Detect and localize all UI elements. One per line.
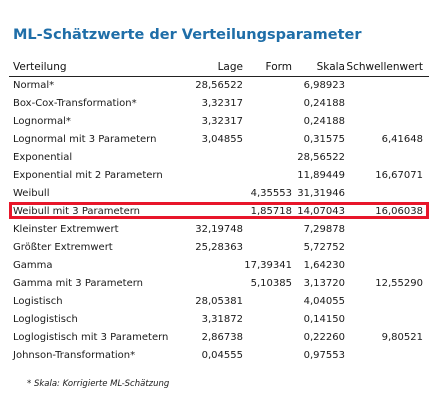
footnote: * Skala: Korrigierte ML-Schätzung — [27, 379, 170, 389]
cell-lage: 28,56522 — [195, 80, 243, 91]
table-row: Logistisch 28,05381 4,04055 — [9, 293, 429, 311]
cell-verteilung: Lognormal mit 3 Parametern — [13, 134, 157, 145]
cell-schwellenwert: 16,06038 — [375, 206, 423, 217]
cell-skala: 0,22260 — [303, 332, 345, 343]
cell-verteilung: Exponential — [13, 152, 73, 163]
cell-skala: 0,24188 — [303, 98, 345, 109]
cell-form: 17,39341 — [244, 260, 292, 271]
cell-schwellenwert: 16,67071 — [375, 170, 423, 181]
cell-skala: 0,97553 — [303, 350, 345, 361]
cell-verteilung: Loglogistisch — [13, 314, 78, 325]
header-skala: Skala — [316, 61, 345, 73]
cell-verteilung: Logistisch — [13, 296, 63, 307]
cell-skala: 1,64230 — [303, 260, 345, 271]
cell-skala: 4,04055 — [303, 296, 345, 307]
cell-skala: 0,14150 — [303, 314, 345, 325]
cell-lage: 3,04855 — [201, 134, 243, 145]
cell-schwellenwert: 9,80521 — [381, 332, 423, 343]
table-row: Lognormal mit 3 Parametern 3,04855 0,31575… — [9, 131, 429, 149]
table-row: Johnson-Transformation* 0,04555 0,97553 — [9, 347, 429, 365]
table-row: Box-Cox-Transformation* 3,32317 0,24188 — [9, 95, 429, 113]
cell-lage: 3,32317 — [201, 116, 243, 127]
cell-verteilung: Gamma mit 3 Parametern — [13, 278, 144, 289]
cell-skala: 6,98923 — [303, 80, 345, 91]
cell-skala: 3,13720 — [303, 278, 345, 289]
header-verteilung: Verteilung — [13, 61, 67, 73]
cell-verteilung: Weibull — [13, 188, 50, 199]
cell-skala: 28,56522 — [297, 152, 345, 163]
table-row: Größter Extremwert 25,28363 5,72752 — [9, 239, 429, 257]
cell-skala: 7,29878 — [303, 224, 345, 235]
table-header: Verteilung Lage Form Skala Schwellenwert — [9, 59, 429, 77]
cell-schwellenwert: 12,55290 — [375, 278, 423, 289]
cell-verteilung: Gamma — [13, 260, 53, 271]
cell-skala: 11,89449 — [297, 170, 345, 181]
cell-skala: 5,72752 — [303, 242, 345, 253]
table-row: Exponential 28,56522 — [9, 149, 429, 167]
cell-verteilung: Weibull mit 3 Parametern — [13, 206, 141, 217]
cell-skala: 31,31946 — [297, 188, 345, 199]
cell-lage: 32,19748 — [195, 224, 243, 235]
cell-lage: 3,32317 — [201, 98, 243, 109]
table-row: Loglogistisch 3,31872 0,14150 — [9, 311, 429, 329]
header-schwellenwert: Schwellenwert — [346, 61, 423, 73]
table-row: Gamma mit 3 Parametern 5,10385 3,13720 12,5… — [9, 275, 429, 293]
cell-lage: 2,86738 — [201, 332, 243, 343]
page-title: ML-Schätzwerte der Verteilungsparameter — [13, 27, 362, 43]
cell-schwellenwert: 6,41648 — [381, 134, 423, 145]
cell-verteilung: Normal* — [13, 80, 55, 91]
cell-skala: 14,07043 — [297, 206, 345, 217]
cell-form: 1,85718 — [250, 206, 292, 217]
cell-lage: 28,05381 — [195, 296, 243, 307]
cell-verteilung: Exponential mit 2 Parametern — [13, 170, 163, 181]
cell-lage: 25,28363 — [195, 242, 243, 253]
table-row: Weibull mit 3 Parametern 1,85718 14,07043 1… — [9, 203, 429, 221]
cell-verteilung: Box-Cox-Transformation* — [13, 98, 137, 109]
cell-verteilung: Größter Extremwert — [13, 242, 113, 253]
cell-form: 4,35553 — [250, 188, 292, 199]
header-form: Form — [265, 61, 292, 73]
table-row: Weibull 4,35553 31,31946 — [9, 185, 429, 203]
table-row: Exponential mit 2 Parametern 11,89449 16,6… — [9, 167, 429, 185]
table-row: Kleinster Extremwert 32,19748 7,29878 — [9, 221, 429, 239]
table-row: Loglogistisch mit 3 Parametern 2,86738 0,2… — [9, 329, 429, 347]
cell-lage: 3,31872 — [201, 314, 243, 325]
cell-verteilung: Johnson-Transformation* — [13, 350, 136, 361]
table-body: Normal* 28,56522 6,98923 Box-Cox-Transforma… — [9, 77, 429, 365]
table-row: Normal* 28,56522 6,98923 — [9, 77, 429, 95]
cell-skala: 0,31575 — [303, 134, 345, 145]
cell-skala: 0,24188 — [303, 116, 345, 127]
header-lage: Lage — [217, 61, 243, 73]
table-row: Lognormal* 3,32317 0,24188 — [9, 113, 429, 131]
parameter-table: Verteilung Lage Form Skala Schwellenwert… — [9, 59, 429, 365]
cell-lage: 0,04555 — [201, 350, 243, 361]
cell-verteilung: Lognormal* — [13, 116, 71, 127]
cell-verteilung: Kleinster Extremwert — [13, 224, 119, 235]
table-row: Gamma 17,39341 1,64230 — [9, 257, 429, 275]
cell-form: 5,10385 — [250, 278, 292, 289]
cell-verteilung: Loglogistisch mit 3 Parametern — [13, 332, 169, 343]
